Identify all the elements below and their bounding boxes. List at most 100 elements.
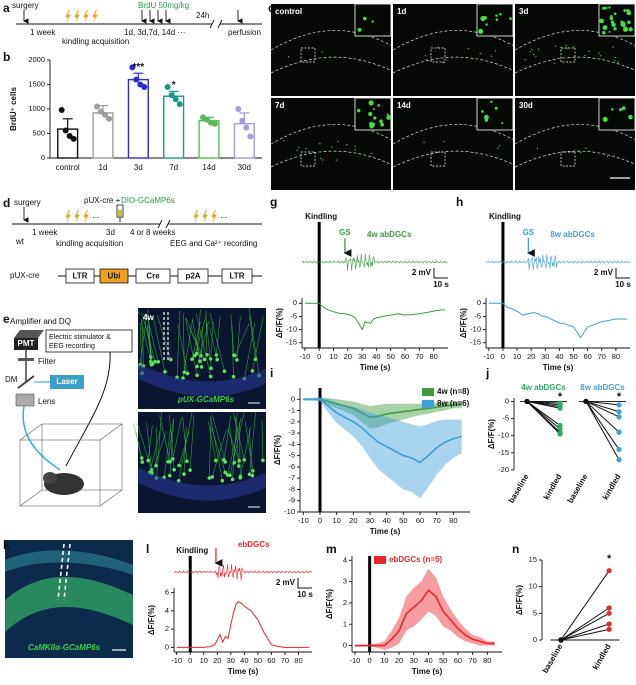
panel-label: j	[485, 366, 489, 380]
y-tick-label: 500	[32, 128, 45, 137]
construct-element	[65, 268, 95, 284]
panel-label: e	[3, 312, 10, 326]
construct: LTR Ubi Cre p2A LTR	[65, 268, 253, 284]
cell	[337, 140, 339, 143]
panel-e: Amplifier and DQ PMT Electric stimulator…	[5, 317, 133, 507]
label: Amplifier and DQ	[10, 317, 71, 326]
y-axis-label: ΔF/F(%)	[325, 589, 334, 620]
y-tick-label: -5	[474, 311, 481, 320]
cell	[322, 159, 324, 161]
x-tick-label: 20	[344, 352, 352, 361]
cell	[495, 14, 498, 17]
panel-label: k	[3, 538, 10, 552]
x-tick-label: 14d	[202, 163, 215, 172]
error-band	[303, 397, 462, 499]
construct-element	[221, 268, 253, 284]
x-tick-label: 10	[332, 516, 340, 525]
significance: *	[558, 391, 563, 403]
soma	[215, 357, 220, 362]
construct-label: p2A	[185, 272, 200, 281]
x-tick-label: 70	[432, 516, 440, 525]
y-axis-label: ΔF/F(%)	[515, 585, 524, 616]
y-tick-label: 0	[291, 394, 295, 403]
x-tick-label: 50	[399, 516, 407, 525]
soma	[171, 457, 175, 461]
cell	[319, 157, 322, 160]
soma	[182, 370, 187, 374]
cell	[424, 55, 427, 57]
cell	[474, 152, 477, 154]
stimulus-icon	[202, 210, 208, 223]
y-tick-label: -8	[288, 484, 295, 493]
cell	[623, 8, 627, 12]
x-tick-label: 0	[188, 656, 192, 665]
cell	[602, 6, 606, 10]
cell	[529, 51, 531, 53]
pair-line	[526, 401, 561, 435]
soma	[176, 478, 181, 483]
cell	[613, 27, 617, 31]
data-point	[239, 117, 246, 124]
data-point	[212, 120, 218, 127]
y-axis-label: BrdU⁺ cells	[9, 87, 18, 131]
layer-outline	[392, 56, 514, 74]
panel-label: m	[326, 542, 337, 556]
cell	[573, 46, 575, 48]
dendrite	[230, 313, 235, 356]
dendrite	[138, 310, 152, 363]
cell	[494, 106, 498, 110]
data-point	[133, 76, 140, 83]
legend-swatch	[422, 388, 434, 396]
scale-label: 2 mV	[594, 268, 614, 277]
label: DIO-GCaMP6s	[121, 196, 175, 205]
soma	[172, 467, 176, 472]
soma	[146, 458, 151, 463]
cell	[346, 144, 348, 146]
dendrite	[159, 415, 171, 462]
label: DM	[5, 375, 18, 384]
cable	[65, 351, 111, 467]
soma	[232, 460, 237, 465]
x-tick-label: 20	[349, 516, 357, 525]
line	[99, 423, 123, 441]
bar	[127, 78, 149, 159]
layer-outline	[514, 150, 636, 168]
arena	[19, 423, 123, 507]
x-tick-label: -10	[171, 656, 182, 665]
x-axis-label: Time (s)	[228, 667, 259, 676]
cell	[495, 18, 499, 21]
y-tick-label: -4	[288, 439, 295, 448]
group-label: 4w abDGCs	[521, 383, 566, 392]
cell	[372, 108, 375, 111]
y-tick-label: -15	[286, 338, 297, 347]
scale-label: 10 s	[433, 280, 449, 289]
label: ···	[92, 213, 100, 222]
pair-line	[585, 401, 620, 450]
pair-line	[560, 623, 610, 641]
x-tick-label: 70	[415, 352, 423, 361]
cell	[499, 13, 502, 16]
cell	[478, 28, 484, 34]
stimulus-icon	[83, 10, 89, 23]
y-tick-label: 0	[533, 635, 537, 644]
dendrite	[156, 412, 162, 479]
y-axis-label: ΔF/F(%)	[273, 435, 282, 466]
image-label: 14d	[397, 101, 411, 110]
pair-line	[560, 612, 610, 641]
panel-label: f	[138, 312, 143, 326]
dendrite	[172, 417, 182, 459]
legend-label: ebDGCs (n=5)	[389, 555, 442, 564]
label: 1 week	[30, 28, 56, 37]
cell	[598, 52, 600, 54]
cell	[622, 26, 629, 32]
roi-box	[300, 151, 316, 167]
line	[303, 398, 462, 464]
x-tick-label: 30	[227, 656, 235, 665]
dendrite	[182, 313, 185, 373]
inset	[476, 97, 514, 131]
break	[209, 19, 223, 29]
cell	[368, 111, 373, 117]
laser	[50, 375, 84, 389]
dendrite	[216, 315, 221, 356]
y-tick-label: -7	[288, 473, 295, 482]
